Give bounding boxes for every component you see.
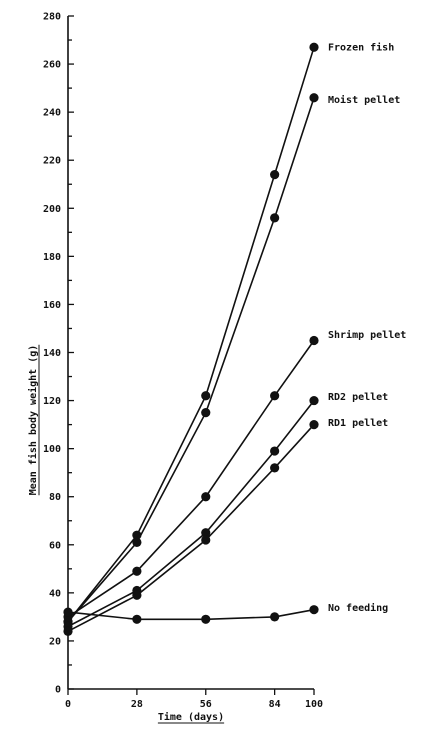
data-point-moist-pellet bbox=[201, 407, 211, 418]
series-label-rd2-pellet: RD2 pellet bbox=[328, 392, 388, 403]
y-tick-label: 20 bbox=[49, 636, 61, 647]
series-line-frozen-fish bbox=[67, 46, 315, 623]
data-point-frozen-fish bbox=[309, 42, 319, 52]
data-point-rd2-pellet bbox=[270, 446, 280, 456]
data-point-shrimp-pellet bbox=[270, 391, 280, 401]
y-tick-label: 280 bbox=[43, 12, 61, 23]
series-lines bbox=[67, 46, 315, 633]
data-point-no-feeding bbox=[201, 614, 211, 624]
series-label-rd1-pellet: RD1 pellet bbox=[328, 418, 388, 429]
series-points bbox=[63, 42, 319, 636]
data-point-rd1-pellet bbox=[309, 420, 319, 430]
data-point-no-feeding bbox=[270, 612, 280, 622]
x-tick-label: 0 bbox=[65, 699, 71, 710]
data-point-no-feeding bbox=[132, 614, 142, 624]
y-tick-label: 80 bbox=[49, 492, 61, 503]
y-tick-label: 260 bbox=[43, 60, 61, 71]
data-point-shrimp-pellet bbox=[201, 492, 211, 502]
series-labels: Frozen fish Moist pellet Shrimp pellet RD2 … bbox=[328, 42, 406, 614]
data-point-rd2-pellet bbox=[309, 395, 319, 406]
y-tick-label: 180 bbox=[43, 252, 61, 263]
data-point-rd1-pellet bbox=[201, 535, 211, 545]
data-point-rd2-pellet bbox=[201, 528, 211, 538]
y-tick-label: 0 bbox=[55, 685, 61, 696]
data-point-moist-pellet bbox=[132, 537, 142, 547]
data-point-no-feeding bbox=[309, 605, 319, 615]
y-tick-label: 40 bbox=[49, 588, 61, 599]
y-tick-label: 220 bbox=[43, 156, 61, 167]
y-tick-label: 160 bbox=[43, 300, 61, 311]
x-tick-label: 100 bbox=[305, 699, 323, 710]
y-tick-label: 100 bbox=[43, 444, 61, 455]
y-tick-label: 240 bbox=[43, 108, 61, 119]
y-tick-label: 140 bbox=[43, 348, 61, 359]
data-point-frozen-fish bbox=[132, 530, 142, 540]
series-label-frozen-fish: Frozen fish bbox=[328, 42, 394, 54]
data-point-rd1-pellet bbox=[270, 463, 280, 473]
data-point-moist-pellet bbox=[309, 93, 319, 103]
axes bbox=[67, 16, 314, 690]
data-point-frozen-fish bbox=[201, 391, 211, 401]
y-tick-label: 120 bbox=[43, 396, 61, 407]
data-point-shrimp-pellet bbox=[132, 566, 142, 576]
x-tick-label: 84 bbox=[269, 699, 281, 710]
y-tick-label: 200 bbox=[43, 204, 61, 215]
data-point-moist-pellet bbox=[270, 213, 280, 223]
data-point-no-feeding bbox=[63, 607, 73, 617]
y-tick-label: 60 bbox=[49, 540, 61, 551]
series-label-shrimp-pellet: Shrimp pellet bbox=[328, 329, 406, 341]
x-axis-ticks: 0 28 56 84 100 bbox=[65, 689, 323, 710]
data-point-rd1-pellet bbox=[63, 626, 73, 636]
data-point-frozen-fish bbox=[270, 170, 280, 180]
x-axis-title: Time (days) bbox=[158, 711, 224, 723]
y-axis-title: Mean fish body weight (g) bbox=[27, 345, 39, 496]
y-axis-ticks: 0 20 40 60 80 100 120 140 160 180 200 220 240 260 280 bbox=[43, 12, 74, 696]
x-tick-label: 28 bbox=[131, 699, 143, 710]
data-point-rd1-pellet bbox=[132, 590, 142, 600]
data-point-shrimp-pellet bbox=[309, 335, 319, 346]
x-tick-label: 56 bbox=[200, 699, 212, 710]
series-label-moist-pellet: Moist pellet bbox=[328, 94, 400, 106]
series-label-no-feeding: No feeding bbox=[328, 602, 388, 614]
series-line-rd1-pellet bbox=[67, 424, 315, 633]
